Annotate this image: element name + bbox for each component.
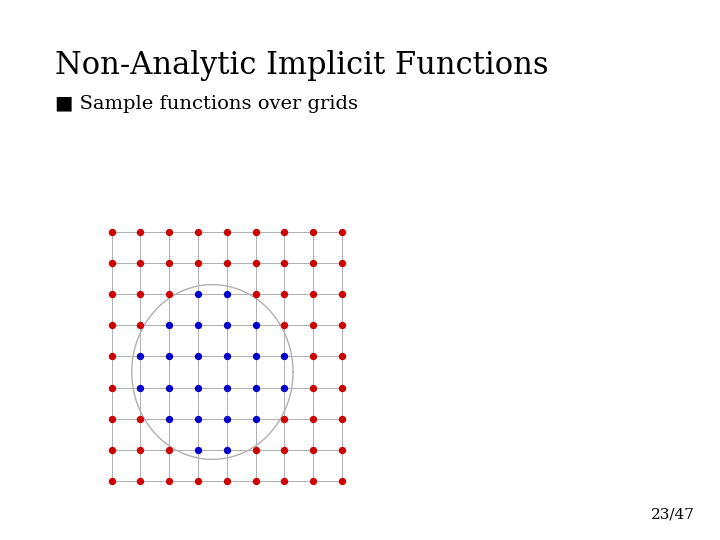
Point	[192, 477, 204, 485]
Point	[135, 321, 146, 329]
Text: Non-Analytic Implicit Functions: Non-Analytic Implicit Functions	[55, 50, 549, 81]
Point	[336, 446, 348, 454]
Point	[336, 415, 348, 423]
Point	[106, 289, 117, 298]
Point	[307, 321, 319, 329]
Point	[135, 289, 146, 298]
Point	[135, 259, 146, 267]
Point	[279, 227, 290, 236]
Point	[307, 383, 319, 392]
Point	[106, 321, 117, 329]
Point	[307, 227, 319, 236]
Point	[192, 383, 204, 392]
Text: ■ Sample functions over grids: ■ Sample functions over grids	[55, 95, 358, 113]
Point	[336, 477, 348, 485]
Point	[163, 259, 175, 267]
Point	[221, 227, 233, 236]
Point	[135, 446, 146, 454]
Point	[192, 321, 204, 329]
Point	[163, 352, 175, 361]
Point	[307, 415, 319, 423]
Point	[250, 321, 261, 329]
Point	[250, 415, 261, 423]
Point	[221, 352, 233, 361]
Point	[279, 477, 290, 485]
Point	[221, 289, 233, 298]
Point	[192, 352, 204, 361]
Point	[307, 352, 319, 361]
Point	[135, 415, 146, 423]
Point	[336, 352, 348, 361]
Point	[106, 352, 117, 361]
Point	[250, 383, 261, 392]
Text: 23/47: 23/47	[651, 508, 695, 522]
Point	[221, 321, 233, 329]
Point	[221, 415, 233, 423]
Point	[250, 289, 261, 298]
Point	[307, 289, 319, 298]
Point	[279, 383, 290, 392]
Point	[221, 383, 233, 392]
Point	[250, 446, 261, 454]
Point	[135, 227, 146, 236]
Point	[192, 289, 204, 298]
Point	[279, 259, 290, 267]
Point	[221, 477, 233, 485]
Point	[135, 352, 146, 361]
Point	[135, 477, 146, 485]
Point	[192, 227, 204, 236]
Point	[192, 446, 204, 454]
Point	[250, 227, 261, 236]
Point	[135, 383, 146, 392]
Point	[336, 383, 348, 392]
Point	[192, 259, 204, 267]
Point	[336, 259, 348, 267]
Point	[163, 321, 175, 329]
Point	[221, 259, 233, 267]
Point	[279, 352, 290, 361]
Point	[336, 289, 348, 298]
Point	[106, 477, 117, 485]
Point	[106, 383, 117, 392]
Point	[163, 477, 175, 485]
Point	[336, 321, 348, 329]
Point	[163, 227, 175, 236]
Point	[163, 415, 175, 423]
Point	[106, 415, 117, 423]
Point	[279, 321, 290, 329]
Point	[163, 383, 175, 392]
Point	[163, 446, 175, 454]
Point	[106, 446, 117, 454]
Point	[106, 259, 117, 267]
Point	[163, 289, 175, 298]
Point	[279, 446, 290, 454]
Point	[307, 446, 319, 454]
Point	[307, 477, 319, 485]
Point	[221, 446, 233, 454]
Point	[106, 227, 117, 236]
Point	[279, 415, 290, 423]
Point	[250, 352, 261, 361]
Point	[250, 477, 261, 485]
Point	[192, 415, 204, 423]
Point	[336, 227, 348, 236]
Point	[250, 259, 261, 267]
Point	[279, 289, 290, 298]
Point	[307, 259, 319, 267]
